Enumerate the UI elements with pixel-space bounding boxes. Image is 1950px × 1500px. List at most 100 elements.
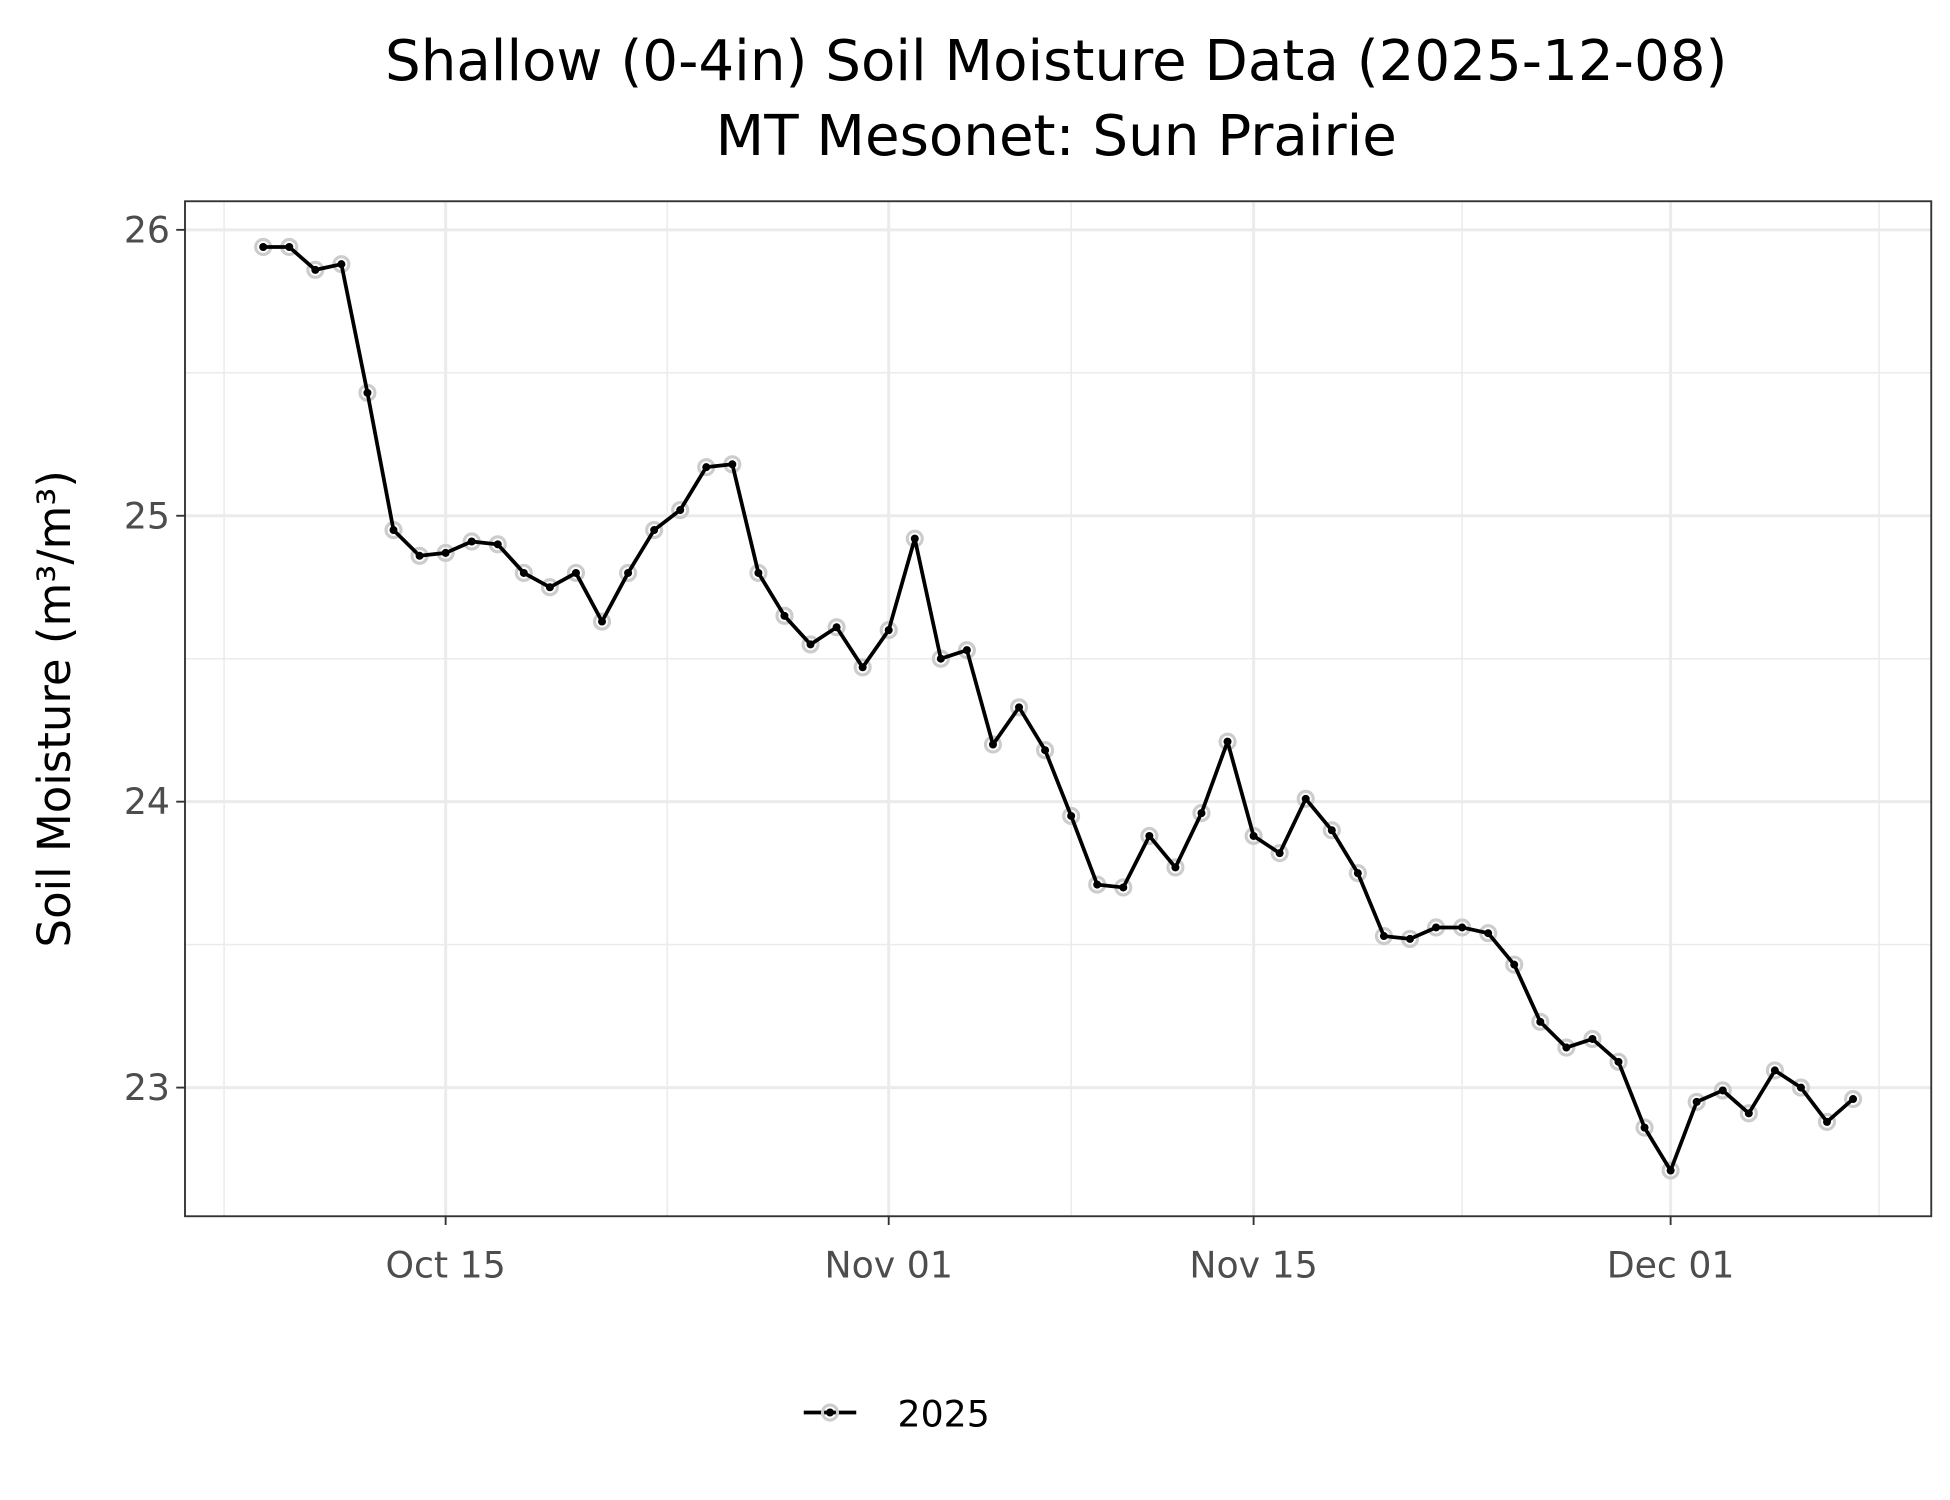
data-point-halo xyxy=(983,735,1003,754)
data-point xyxy=(337,260,346,269)
data-point-halo xyxy=(1843,1089,1863,1109)
data-point xyxy=(1484,929,1493,938)
data-point xyxy=(1223,737,1232,746)
data-point xyxy=(1093,880,1102,889)
chart-title: Shallow (0-4in) Soil Moisture Data (2025… xyxy=(385,29,1728,94)
data-point xyxy=(389,526,398,535)
data-point xyxy=(884,626,893,635)
data-point-halo xyxy=(1322,821,1341,840)
data-point xyxy=(962,646,971,655)
data-point xyxy=(988,740,997,749)
data-point xyxy=(415,551,424,560)
data-point xyxy=(1458,923,1467,932)
data-point xyxy=(1041,746,1050,755)
data-point-halo xyxy=(1557,1038,1576,1057)
data-point-halo xyxy=(1166,858,1185,877)
data-point-halo xyxy=(1192,804,1211,823)
data-point xyxy=(1562,1043,1571,1052)
data-point-halo xyxy=(1791,1078,1810,1097)
data-point-halo xyxy=(827,618,846,637)
x-tick-label: Oct 15 xyxy=(385,1244,505,1287)
data-point xyxy=(1249,831,1258,840)
data-point-halo xyxy=(1687,1092,1706,1111)
data-point xyxy=(1067,811,1076,820)
y-axis-label: Soil Moisture (m³/m³) xyxy=(28,470,81,947)
data-point xyxy=(1119,883,1128,892)
data-point xyxy=(1432,923,1441,932)
axes: 23 24 25 26 Oct 15 Nov 01 Nov 15 Dec 01 xyxy=(124,208,1735,1286)
data-point xyxy=(285,242,294,251)
data-point xyxy=(545,583,554,592)
data-point-halo xyxy=(775,606,794,625)
data-point xyxy=(1015,703,1024,712)
data-point xyxy=(780,611,789,620)
data-point xyxy=(493,540,502,549)
data-point xyxy=(1588,1034,1597,1043)
data-point xyxy=(441,548,450,557)
data-point xyxy=(832,623,841,632)
data-point xyxy=(754,568,763,577)
data-point xyxy=(702,463,711,472)
legend: 2025 xyxy=(803,1392,990,1435)
legend-marker-halo xyxy=(820,1403,840,1422)
data-point xyxy=(1145,831,1154,840)
data-point xyxy=(624,568,633,577)
x-tick-label: Dec 01 xyxy=(1607,1244,1735,1287)
data-point-halo xyxy=(1348,864,1367,883)
data-point xyxy=(910,534,919,543)
data-point-halo xyxy=(1531,1012,1550,1031)
data-point xyxy=(676,506,685,515)
data-point xyxy=(1849,1095,1858,1104)
chart-subtitle: MT Mesonet: Sun Prairie xyxy=(716,104,1397,169)
data-point xyxy=(363,388,372,397)
data-point xyxy=(1405,934,1414,943)
data-point-halo xyxy=(1609,1052,1628,1071)
plot-panel-border xyxy=(184,200,1933,1218)
data-point-halo xyxy=(1140,826,1159,846)
data-point-halo xyxy=(1270,844,1289,863)
data-point xyxy=(1692,1097,1701,1106)
data-point xyxy=(1301,794,1310,803)
data-point-halo xyxy=(540,578,559,597)
data-point xyxy=(1353,869,1362,878)
data-point xyxy=(519,568,528,577)
data-point xyxy=(1744,1109,1753,1118)
data-point-halo xyxy=(1765,1061,1784,1080)
legend-label-2025: 2025 xyxy=(898,1392,990,1435)
y-tick-label: 25 xyxy=(124,494,170,537)
data-point-halo xyxy=(1713,1081,1732,1100)
y-tick-label: 26 xyxy=(124,208,170,251)
data-point xyxy=(1666,1166,1675,1175)
data-point xyxy=(467,537,476,546)
data-point xyxy=(311,265,320,274)
data-point-halo xyxy=(592,612,612,631)
data-point-halo xyxy=(957,641,976,660)
data-point xyxy=(806,640,815,649)
data-point-halo xyxy=(671,500,690,520)
data-point-halo xyxy=(1296,789,1315,808)
data-point xyxy=(1640,1123,1649,1132)
y-tick-label: 23 xyxy=(124,1066,170,1109)
data-point xyxy=(571,568,580,577)
data-point-halo xyxy=(1635,1118,1654,1137)
data-point xyxy=(1171,863,1180,872)
data-point-halo xyxy=(1062,806,1081,826)
data-point xyxy=(1327,826,1336,835)
data-point-halo xyxy=(1739,1104,1758,1123)
data-point xyxy=(936,654,945,663)
grid-lines xyxy=(185,201,1932,1217)
data-point-halo xyxy=(853,658,872,677)
data-point-halo xyxy=(1218,732,1237,751)
data-point-halo xyxy=(1505,955,1524,974)
data-point-halo xyxy=(566,563,586,583)
data-point xyxy=(1796,1083,1805,1092)
data-point-halo xyxy=(1583,1029,1602,1049)
data-point-halo xyxy=(1009,698,1029,717)
data-point xyxy=(1379,932,1388,941)
data-point-halo xyxy=(801,635,820,654)
data-point xyxy=(1822,1117,1831,1126)
data-point-halo xyxy=(1244,826,1263,846)
series-line xyxy=(263,245,1855,1173)
legend-marker xyxy=(826,1408,834,1417)
data-point xyxy=(1536,1017,1545,1026)
